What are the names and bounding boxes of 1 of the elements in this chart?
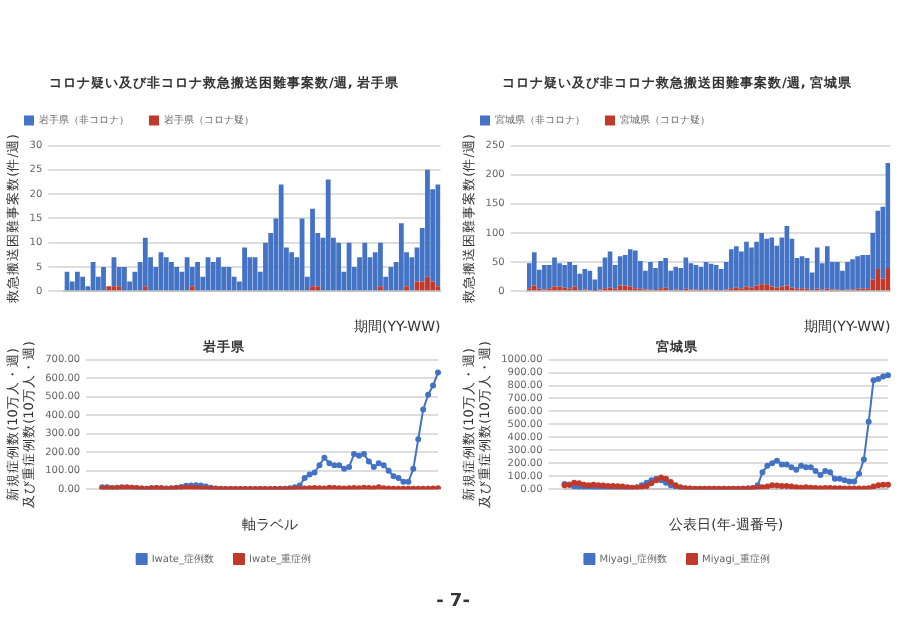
text: - 7- (434, 592, 472, 612)
